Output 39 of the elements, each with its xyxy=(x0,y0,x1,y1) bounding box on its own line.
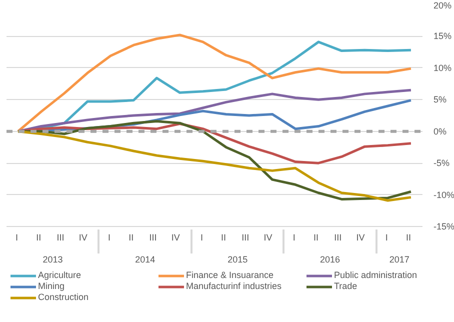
x-tick-label: I xyxy=(385,232,388,242)
x-tick-label: II xyxy=(128,232,134,242)
x-tick-label: III xyxy=(334,232,342,242)
x-tick-label: I xyxy=(200,232,203,242)
y-tick-label: -5% xyxy=(434,158,450,168)
x-tick-label: IV xyxy=(264,232,272,242)
x-tick-label: II xyxy=(406,232,411,242)
x-tick-label: III xyxy=(242,232,250,242)
line-series xyxy=(16,88,412,133)
text: 2014 xyxy=(135,254,156,264)
y-tick-label: -15% xyxy=(434,222,454,232)
legend-label: Public administration xyxy=(334,270,418,280)
y-tick-label: 5% xyxy=(434,94,447,105)
legend-label: Finance & Insuarance xyxy=(186,270,275,280)
x-tick-label: IV xyxy=(171,232,180,242)
x-tick-label: IV xyxy=(356,232,365,242)
x-tick-label: I xyxy=(108,232,111,242)
text: 2013 xyxy=(42,254,63,264)
legend-label: Agriculture xyxy=(38,270,82,280)
text: 2016 xyxy=(320,254,340,264)
y-tick-label: 20% xyxy=(434,0,452,10)
legend-label: Manufacturinf industries xyxy=(186,281,283,291)
y-tick-label: 10% xyxy=(434,62,452,73)
x-tick-label: II xyxy=(314,232,319,242)
y-tick-label: 0% xyxy=(434,126,447,136)
x-tick-label: III xyxy=(56,232,64,242)
text: 2015 xyxy=(228,254,248,264)
text: 2017 xyxy=(389,254,410,264)
legend-label: Construction xyxy=(38,292,90,302)
x-tick-label: IV xyxy=(78,232,88,242)
legend-label: Trade xyxy=(334,281,358,291)
x-tick-label: II xyxy=(221,232,226,242)
legend-label: Mining xyxy=(38,281,66,291)
y-tick-label: -10% xyxy=(434,190,454,200)
x-tick-label: II xyxy=(36,232,42,242)
x-tick-label: I xyxy=(16,232,18,242)
y-tick-label: 15% xyxy=(434,31,452,42)
x-tick-label: III xyxy=(149,232,157,242)
x-tick-label: I xyxy=(292,232,296,242)
